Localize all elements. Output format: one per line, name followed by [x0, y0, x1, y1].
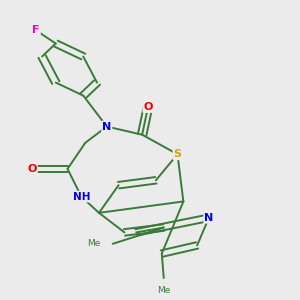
- Text: NH: NH: [73, 192, 90, 202]
- Text: F: F: [32, 26, 40, 35]
- Text: Me: Me: [88, 239, 101, 248]
- Text: O: O: [143, 102, 153, 112]
- Text: S: S: [173, 149, 181, 159]
- Text: N: N: [102, 122, 111, 131]
- Text: Me: Me: [157, 286, 170, 295]
- Text: O: O: [28, 164, 37, 174]
- Text: N: N: [204, 213, 214, 223]
